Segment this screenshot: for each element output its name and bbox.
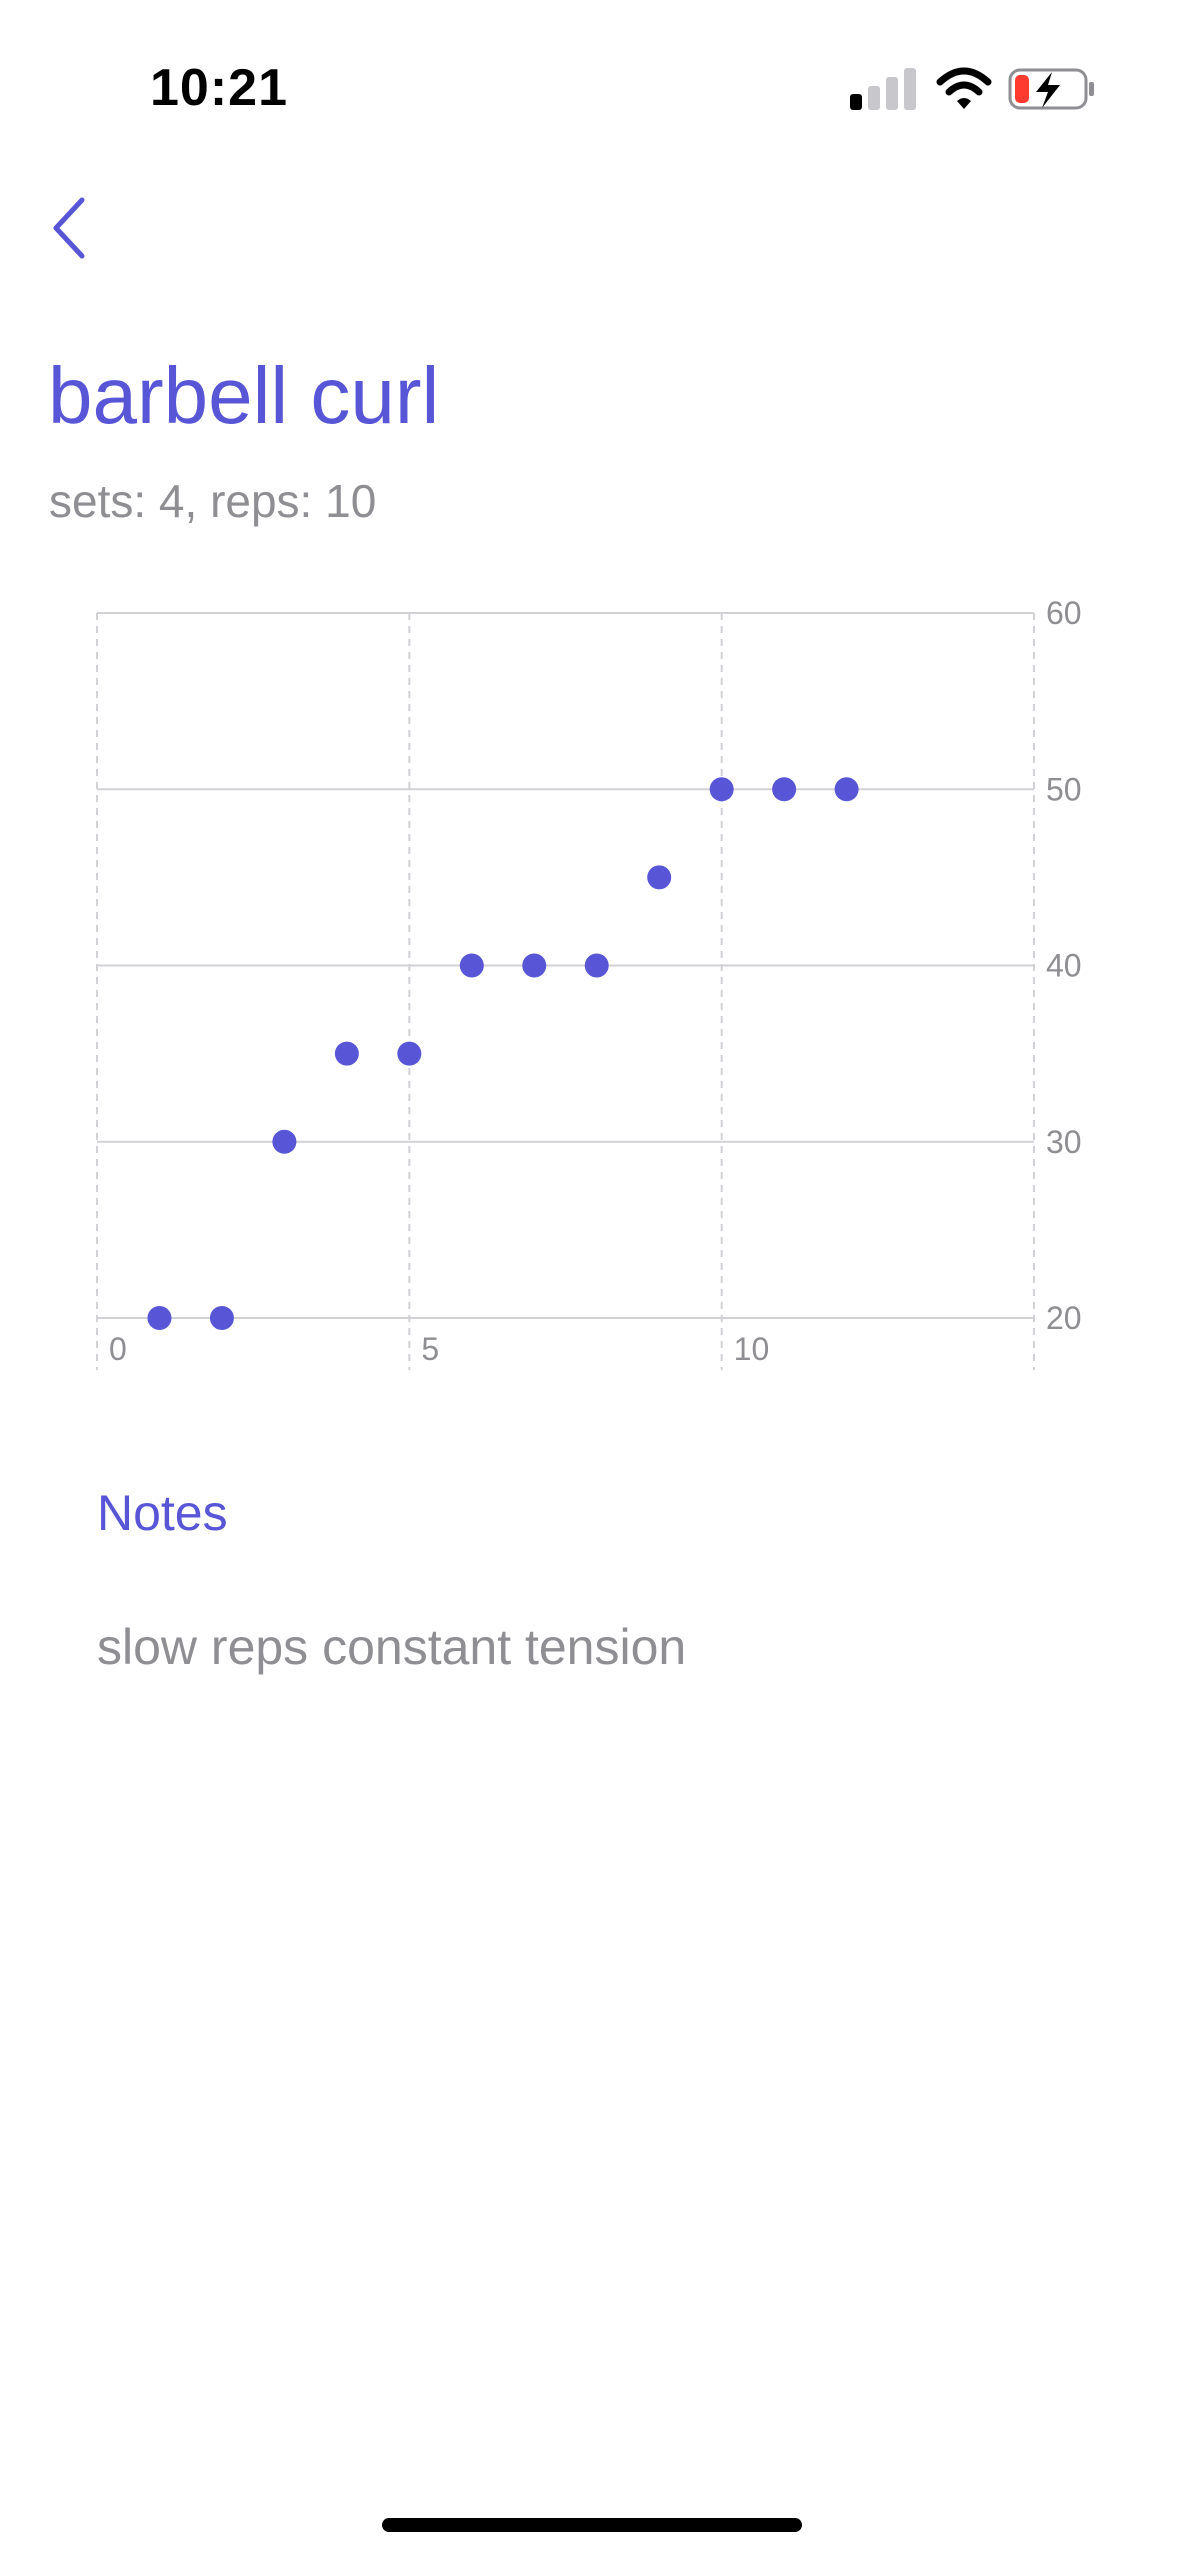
status-icons bbox=[850, 67, 1094, 110]
chevron-left-icon bbox=[53, 197, 85, 259]
data-point bbox=[834, 777, 859, 802]
data-point bbox=[334, 1041, 359, 1066]
wifi-icon bbox=[936, 67, 992, 109]
battery-charging-icon bbox=[1008, 68, 1094, 110]
data-point bbox=[209, 1306, 234, 1330]
y-tick-label: 20 bbox=[1046, 1300, 1082, 1336]
data-point bbox=[709, 777, 734, 802]
x-tick-label: 10 bbox=[734, 1331, 770, 1367]
y-tick-label: 50 bbox=[1046, 771, 1082, 807]
status-bar: 10:21 bbox=[0, 0, 1179, 150]
page-title: barbell curl bbox=[48, 351, 440, 440]
x-tick-labels: 0 5 10 bbox=[109, 1331, 769, 1367]
data-point bbox=[647, 865, 672, 890]
cellular-signal-icon bbox=[850, 68, 916, 110]
data-point bbox=[522, 953, 547, 978]
notes-text: slow reps constant tension bbox=[97, 1619, 687, 1675]
back-button[interactable] bbox=[40, 190, 120, 270]
data-point bbox=[459, 953, 484, 978]
horizontal-gridlines bbox=[97, 612, 1034, 1319]
scatter-chart: 0 5 10 20 30 40 50 60 bbox=[96, 595, 1082, 1370]
x-tick-label: 0 bbox=[109, 1331, 127, 1367]
x-tick-label: 5 bbox=[421, 1331, 439, 1367]
data-point bbox=[147, 1306, 172, 1330]
data-point bbox=[397, 1041, 422, 1066]
y-tick-label: 40 bbox=[1046, 948, 1082, 984]
y-tick-label: 30 bbox=[1046, 1124, 1082, 1160]
page-subtitle: sets: 4, reps: 10 bbox=[49, 475, 377, 527]
status-time: 10:21 bbox=[150, 59, 288, 117]
vertical-gridlines bbox=[96, 613, 1035, 1370]
data-point bbox=[584, 953, 609, 978]
data-points bbox=[147, 777, 859, 1330]
data-point bbox=[272, 1129, 297, 1154]
data-point bbox=[772, 777, 797, 802]
notes-heading: Notes bbox=[97, 1485, 228, 1541]
y-tick-labels: 20 30 40 50 60 bbox=[1046, 595, 1082, 1336]
home-indicator[interactable] bbox=[382, 2518, 802, 2532]
y-tick-label: 60 bbox=[1046, 595, 1082, 631]
